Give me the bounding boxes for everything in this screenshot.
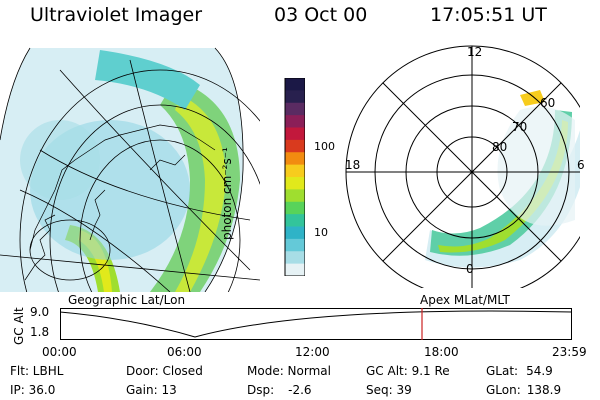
altitude-timeline xyxy=(60,308,572,340)
status-dsp: Dsp: -2.6 xyxy=(247,383,312,397)
colorbar-stripe xyxy=(285,201,305,215)
colorbar-stripe xyxy=(285,238,305,252)
colorbar-label: photon cm⁻²s⁻¹ xyxy=(220,147,234,240)
colorbar-stripe xyxy=(285,102,305,116)
geographic-label: Geographic Lat/Lon xyxy=(68,293,186,307)
colorbar-stripe xyxy=(285,139,305,153)
mlt-label-18: 18 xyxy=(345,158,361,172)
time-tick-1800: 18:00 xyxy=(424,345,459,359)
status-filter: Flt: LBHL xyxy=(10,364,64,378)
time-tick-1200: 12:00 xyxy=(295,345,330,359)
image-date: 03 Oct 00 xyxy=(274,4,368,26)
colorbar-stripe xyxy=(285,177,305,190)
geographic-projection-image xyxy=(0,47,260,292)
status-door: Door: Closed xyxy=(126,364,203,378)
colorbar-stripe xyxy=(285,115,305,128)
colorbar-stripe xyxy=(285,214,305,227)
mlt-label-12: 12 xyxy=(467,45,483,59)
status-mode: Mode: Normal xyxy=(247,364,331,378)
colorbar-stripe xyxy=(285,164,305,178)
image-time: 17:05:51 UT xyxy=(430,4,547,26)
colorbar-stripe xyxy=(285,127,305,141)
time-tick-0600: 06:00 xyxy=(167,345,202,359)
gc-alt-tick-min: 1.8 xyxy=(30,325,50,339)
colorbar-stripe xyxy=(285,263,305,276)
time-tick-0000: 00:00 xyxy=(42,345,77,359)
time-tick-2359: 23:59 xyxy=(552,345,587,359)
status-ip: IP: 36.0 xyxy=(10,383,56,397)
gc-alt-axis-label: GC Alt xyxy=(12,307,26,345)
colorbar-tick-10: 10 xyxy=(314,226,328,239)
colorbar-stripe xyxy=(285,152,305,166)
mlat-label-80: 80 xyxy=(492,140,508,154)
magnetic-polar-plot xyxy=(345,45,580,288)
colorbar-tick-100: 100 xyxy=(314,140,335,153)
colorbar-stripe xyxy=(285,78,305,91)
mlat-label-60: 60 xyxy=(540,96,556,110)
colorbar-stripe xyxy=(285,251,305,265)
status-seq: Seq: 39 xyxy=(366,383,412,397)
colorbar-stripe xyxy=(285,90,305,104)
mlt-label-6: 6 xyxy=(577,158,585,172)
colorbar-stripe xyxy=(285,189,305,203)
status-glat: GLat: 54.9 xyxy=(486,364,553,378)
colorbar xyxy=(284,78,305,276)
status-gain: Gain: 13 xyxy=(126,383,177,397)
app-title: Ultraviolet Imager xyxy=(30,4,203,26)
status-gc-alt: GC Alt: 9.1 Re xyxy=(366,364,450,378)
mlt-label-0: 0 xyxy=(466,262,474,276)
gc-alt-tick-max: 9.0 xyxy=(30,305,50,319)
mlat-label-70: 70 xyxy=(512,120,528,134)
colorbar-stripe xyxy=(285,226,305,240)
status-glon: GLon: 138.9 xyxy=(486,383,562,397)
apex-label: Apex MLat/MLT xyxy=(420,293,510,307)
